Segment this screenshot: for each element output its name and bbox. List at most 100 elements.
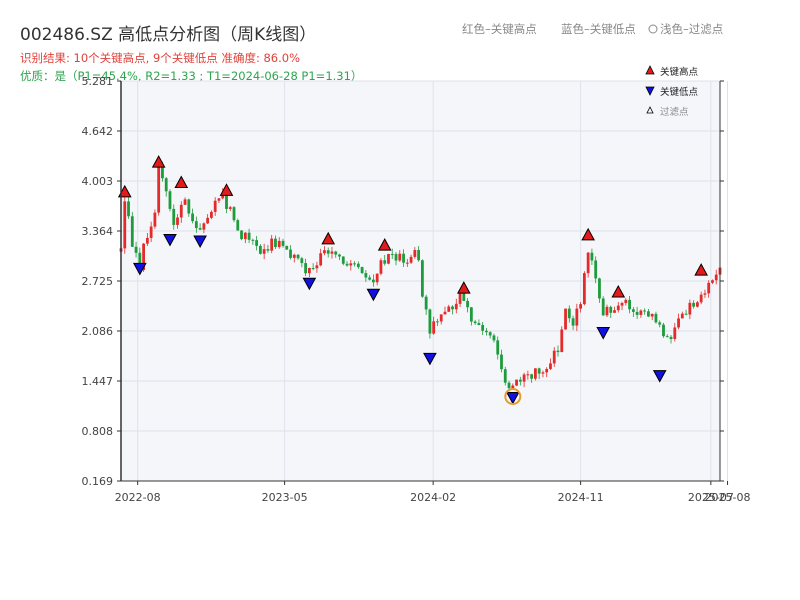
candle-body	[658, 322, 662, 325]
candle-body	[567, 308, 571, 319]
candle-body	[202, 223, 206, 230]
candle-body	[624, 299, 628, 303]
candle-body	[394, 254, 398, 261]
candle-body	[379, 260, 383, 274]
x-tick-label: 2023-05	[262, 491, 308, 504]
candle-body	[609, 306, 613, 313]
candle-body	[492, 335, 496, 341]
candle-body	[210, 211, 213, 218]
candle-body	[236, 220, 240, 231]
candle-body	[586, 252, 590, 274]
candle-body	[616, 305, 620, 311]
candle-body	[341, 256, 345, 264]
candle-body	[447, 306, 451, 312]
legend-top-high: 红色–关键高点	[462, 22, 537, 36]
candle-body	[277, 240, 281, 248]
candle-body	[206, 217, 210, 224]
candle-body	[560, 329, 564, 353]
candle-body	[598, 278, 601, 299]
candle-body	[515, 379, 518, 386]
candle-body	[198, 228, 202, 230]
candle-body	[590, 252, 594, 261]
candle-body	[556, 350, 560, 353]
candle-body	[485, 330, 488, 333]
candle-body	[436, 321, 439, 323]
key-high-marker	[456, 281, 471, 294]
candle-body	[488, 332, 492, 336]
candle-body	[507, 382, 511, 389]
key-high-marker	[174, 175, 189, 188]
candle-body	[390, 254, 394, 256]
candle-body	[315, 265, 319, 269]
candle-body	[311, 268, 315, 270]
candle-body	[462, 292, 466, 301]
candle-body	[673, 327, 677, 339]
candle-body	[451, 306, 454, 310]
candle-body	[469, 307, 473, 322]
candle-body	[511, 385, 515, 389]
key-high-marker	[219, 183, 234, 196]
candle-body	[439, 314, 443, 322]
key-low-marker	[423, 352, 437, 366]
candle-body	[541, 372, 545, 374]
key-high-marker	[117, 184, 132, 198]
candle-body	[481, 325, 485, 331]
candle-body	[383, 260, 387, 264]
key-low-marker	[132, 262, 147, 276]
candle-body	[582, 273, 586, 305]
legend-filtered-icon	[646, 106, 654, 114]
candle-body	[669, 336, 673, 339]
candle-body	[225, 193, 228, 209]
y-tick-label: 0.169	[82, 475, 114, 488]
candle-body	[127, 201, 130, 217]
candle-body	[647, 311, 650, 317]
candle-body	[285, 245, 289, 250]
candle-body	[665, 336, 669, 338]
candle-body	[334, 251, 338, 255]
candle-body	[289, 249, 292, 258]
key-low-marker	[163, 233, 177, 247]
candle-body	[405, 262, 409, 264]
key-high-marker	[581, 227, 595, 241]
key-high-marker	[611, 284, 626, 298]
candle-body	[292, 254, 296, 258]
candle-body	[172, 208, 176, 225]
y-tick-label: 2.086	[82, 325, 114, 338]
candle-body	[643, 310, 647, 312]
candle-body	[428, 309, 432, 334]
candle-body	[168, 191, 172, 209]
candle-body	[549, 363, 552, 369]
candle-body	[695, 302, 699, 307]
candle-body	[176, 217, 179, 225]
candle-body	[500, 354, 503, 370]
candle-body	[575, 308, 579, 326]
candle-body	[307, 268, 311, 274]
candle-body	[620, 302, 624, 306]
candle-body	[164, 178, 168, 192]
candle-body	[251, 239, 255, 241]
candle-body	[179, 204, 183, 218]
candle-body	[466, 300, 469, 308]
candle-body	[232, 207, 236, 221]
candle-body	[368, 277, 372, 280]
candle-body	[662, 324, 665, 337]
candle-body	[364, 273, 368, 278]
candle-body	[424, 296, 428, 310]
candle-body	[319, 253, 323, 266]
candle-body	[680, 313, 684, 319]
candle-body	[372, 279, 375, 283]
candle-body	[692, 302, 696, 307]
candle-body	[534, 368, 537, 379]
legend-high-icon	[645, 65, 655, 75]
candle-body	[628, 299, 631, 310]
candle-body	[684, 313, 688, 315]
candle-body	[142, 243, 146, 271]
candle-body	[409, 256, 413, 263]
candle-body	[258, 245, 262, 254]
legend-low-label: 关键低点	[660, 86, 699, 98]
x-tick-label: 2025-07	[688, 491, 734, 504]
candle-body	[473, 321, 477, 324]
candle-body	[375, 273, 379, 283]
candle-body	[274, 238, 277, 248]
candle-body	[639, 310, 643, 315]
